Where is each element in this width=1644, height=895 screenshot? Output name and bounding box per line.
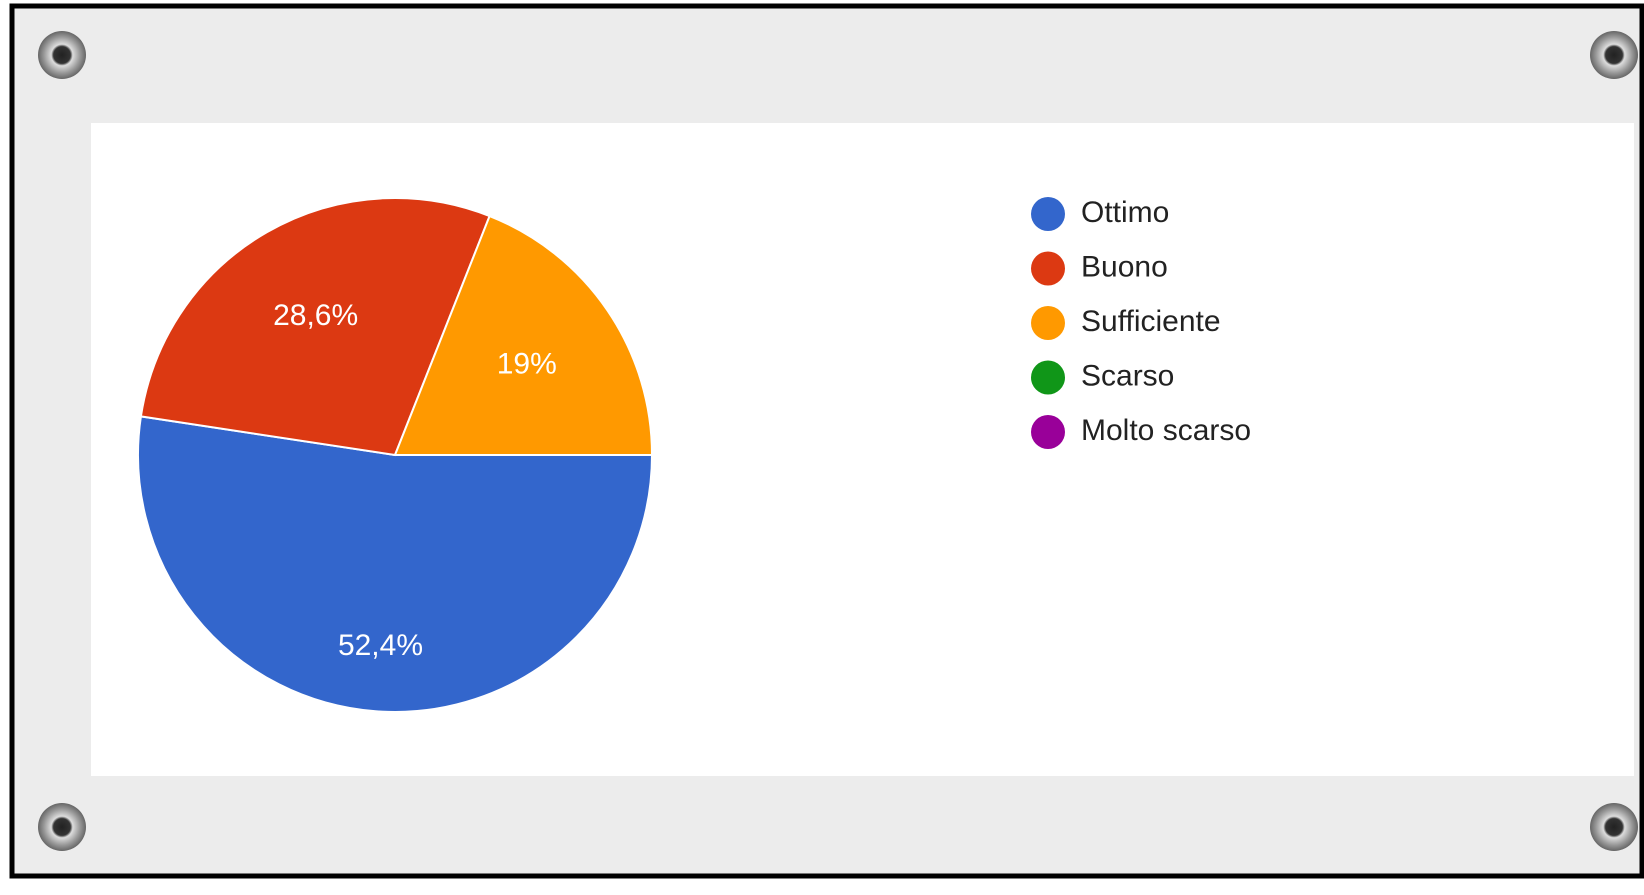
legend: Ottimo Buono Sufficiente Scarso Molto scarso	[1031, 196, 1251, 449]
pie-slice	[139, 197, 491, 457]
legend-swatch	[1031, 251, 1065, 286]
slice-label: 19%	[497, 347, 557, 380]
legend-label: Ottimo	[1081, 196, 1169, 229]
legend-swatch	[1031, 197, 1065, 231]
legend-label: Molto scarso	[1081, 414, 1251, 447]
legend-swatch	[1031, 360, 1065, 395]
legend-label: Scarso	[1081, 359, 1174, 392]
screw	[1590, 31, 1638, 79]
screw	[38, 31, 86, 79]
legend-label: Sufficiente	[1081, 305, 1221, 338]
screws	[38, 31, 1638, 851]
pie: 52,4% 28,6% 19%	[137, 197, 654, 713]
pie-slice	[393, 214, 654, 456]
screw	[38, 803, 86, 851]
legend-swatch	[1031, 306, 1065, 340]
pie-slice	[137, 415, 654, 713]
legend-label: Buono	[1081, 250, 1168, 283]
legend-swatch	[1031, 415, 1065, 449]
slice-label: 52,4%	[338, 629, 423, 662]
slice-label: 28,6%	[273, 299, 358, 332]
screw	[1590, 803, 1638, 851]
